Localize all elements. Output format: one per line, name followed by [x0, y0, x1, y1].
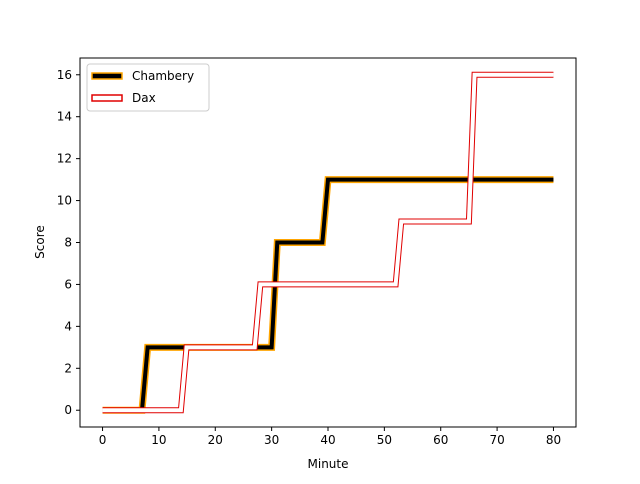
x-tick-label: 0: [99, 433, 107, 447]
legend-label: Chambery: [132, 69, 194, 83]
y-tick-label: 6: [64, 277, 72, 291]
x-tick-label: 10: [151, 433, 166, 447]
y-tick-label: 0: [64, 403, 72, 417]
y-tick-label: 16: [57, 68, 72, 82]
x-axis-ticks: 0 10 20 30 40 50 60 70 80: [99, 427, 561, 447]
x-tick-label: 50: [377, 433, 392, 447]
x-tick-label: 70: [489, 433, 504, 447]
plot-background: [80, 58, 576, 427]
legend: Chambery Dax: [86, 63, 210, 112]
y-tick-label: 12: [57, 152, 72, 166]
x-tick-label: 80: [546, 433, 561, 447]
legend-item-1: Dax: [91, 91, 156, 105]
legend-item-0: Chambery: [91, 69, 194, 83]
x-tick-label: 20: [208, 433, 223, 447]
legend-swatch: [91, 94, 123, 102]
y-tick-label: 2: [64, 361, 72, 375]
x-axis-label: Minute: [308, 457, 349, 471]
series-1: [102, 71, 554, 414]
legend-label: Dax: [132, 91, 156, 105]
y-tick-label: 10: [57, 194, 72, 208]
y-tick-label: 14: [57, 110, 72, 124]
series-0: [102, 176, 554, 414]
y-tick-label: 8: [64, 236, 72, 250]
x-tick-label: 40: [320, 433, 335, 447]
series-layer: [102, 71, 554, 414]
y-tick-label: 4: [64, 319, 72, 333]
plot-area: [80, 58, 576, 427]
series-line: [102, 72, 554, 413]
series-line: [102, 177, 554, 413]
legend-swatch: [91, 72, 123, 80]
x-tick-label: 30: [264, 433, 279, 447]
y-axis-ticks: 0 2 4 6 8 10 12 14 16: [57, 68, 80, 417]
y-axis-label: Score: [33, 225, 47, 259]
x-tick-label: 60: [433, 433, 448, 447]
